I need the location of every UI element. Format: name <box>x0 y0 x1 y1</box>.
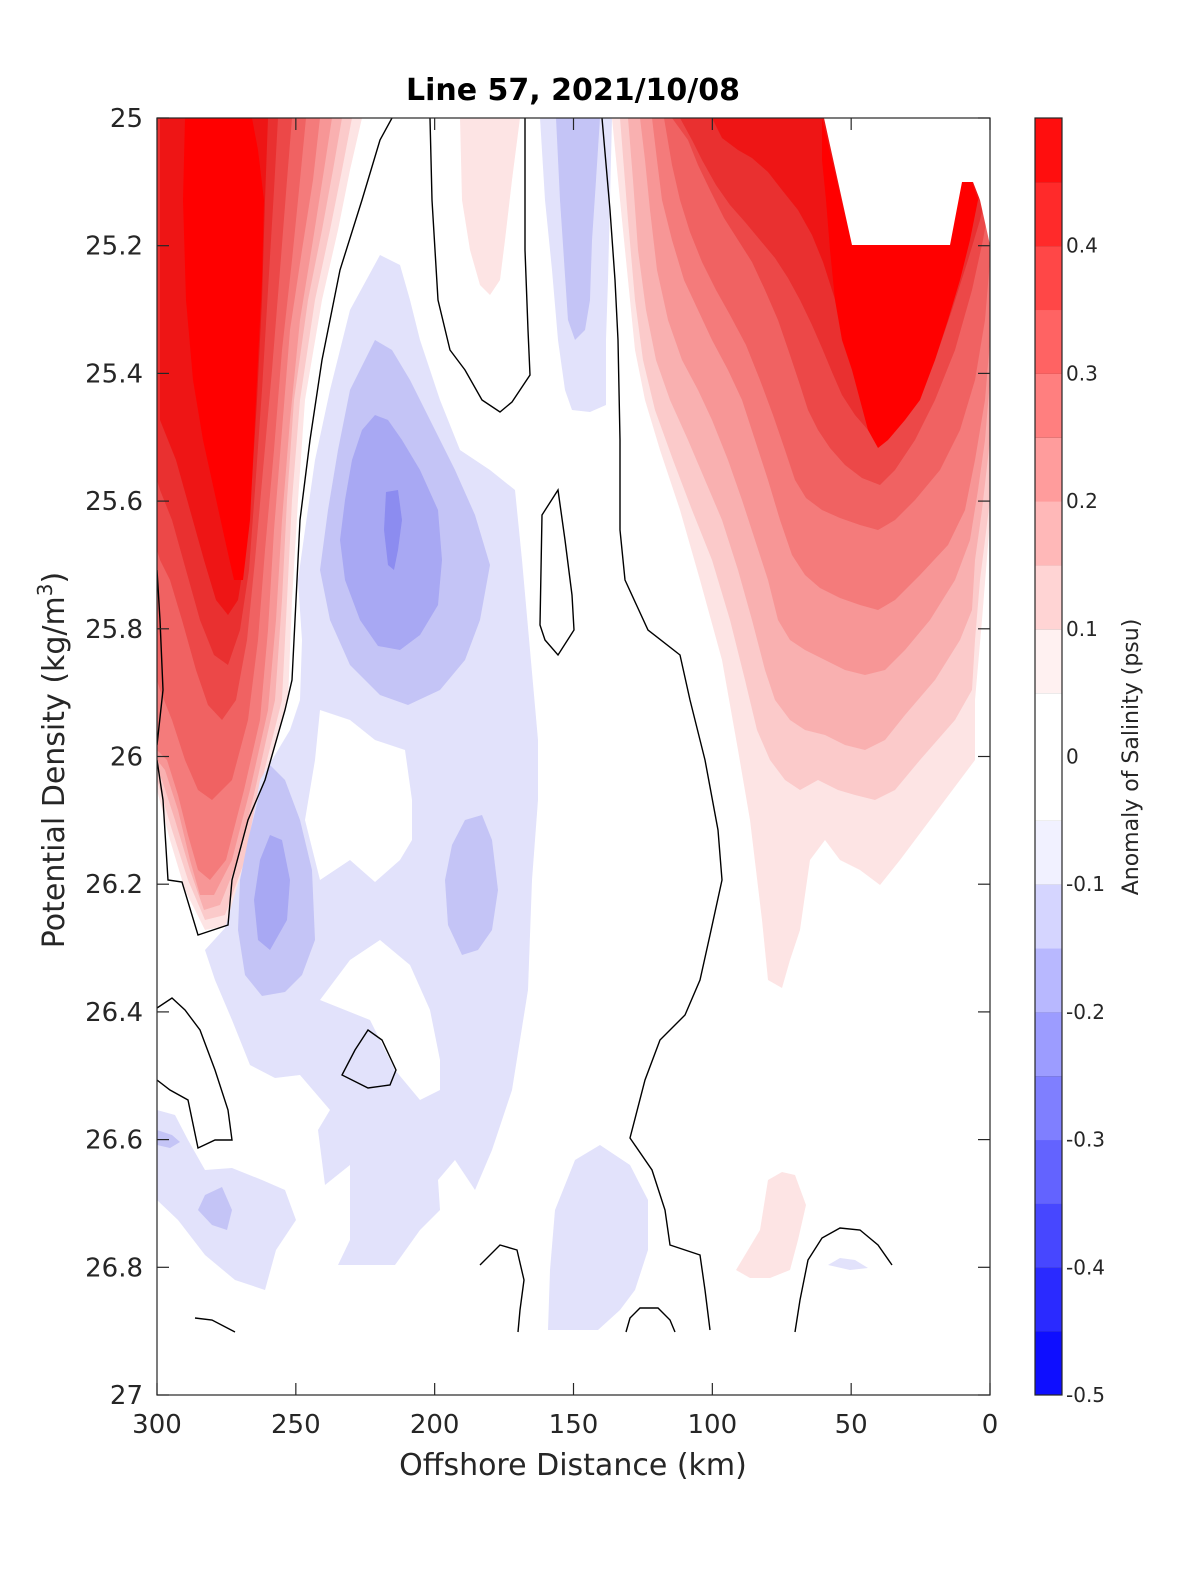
x-tick-label: 200 <box>410 1410 460 1440</box>
zero-contour-lines <box>157 118 893 1333</box>
colorbar-band <box>1035 1267 1062 1332</box>
y-axis: 25 25.2 25.4 25.6 25.8 26 26.2 26.4 26.6 26.8 27 <box>85 104 990 1411</box>
y-tick-label: 25.8 <box>85 615 143 645</box>
y-tick-label: 26.6 <box>85 1126 143 1156</box>
colorbar-band <box>1035 692 1062 757</box>
plot-area <box>157 118 990 1395</box>
colorbar-tick-label: 0.1 <box>1066 617 1098 641</box>
colorbar-band <box>1035 118 1062 183</box>
colorbar-tick-label: -0.5 <box>1066 1383 1105 1407</box>
colorbar-tick-label: -0.2 <box>1066 1000 1105 1024</box>
colorbar-band <box>1035 820 1062 885</box>
colorbar-band <box>1035 1075 1062 1141</box>
colorbar-band <box>1035 1331 1062 1396</box>
colorbar-ticks: 0.4 0.3 0.2 0.1 0 -0.1 -0.2 -0.3 -0.4 -0.5 <box>1066 234 1105 1407</box>
colorbar-tick-label: -0.4 <box>1066 1255 1105 1279</box>
colorbar-band <box>1035 628 1062 694</box>
cool-region-mid <box>205 255 538 1265</box>
x-tick-label: 250 <box>271 1410 321 1440</box>
colorbar-band <box>1035 245 1062 311</box>
colorbar-tick-label: 0.4 <box>1066 234 1098 258</box>
y-axis-label-superscript: 3 <box>33 583 57 596</box>
warm-region-nearshore <box>612 118 990 988</box>
colorbar-band <box>1035 1011 1062 1077</box>
x-tick-label: 0 <box>982 1410 999 1440</box>
y-axis-label-main: Potential Density (kg/m <box>37 596 72 948</box>
x-tick-label: 150 <box>549 1410 599 1440</box>
colorbar-band <box>1035 501 1062 566</box>
colorbar-tick-label: 0 <box>1066 745 1079 769</box>
colorbar-band <box>1035 1139 1062 1204</box>
cool-patch-upper <box>540 118 612 412</box>
warm-patch-upper <box>460 118 520 295</box>
colorbar-band <box>1035 564 1062 630</box>
colorbar-frame <box>1034 117 1063 1396</box>
x-tick-label: 50 <box>835 1410 868 1440</box>
colorbar-band <box>1035 1203 1062 1268</box>
y-tick-label: 25.2 <box>85 232 143 262</box>
colorbar-band <box>1035 948 1062 1013</box>
cool-patches-deep <box>157 1110 868 1330</box>
y-tick-label: 26 <box>110 743 143 773</box>
colorbar-band <box>1035 756 1062 821</box>
y-axis-label-close: ) <box>37 572 72 584</box>
colorbar <box>1035 117 1062 1396</box>
y-tick-label: 25 <box>110 104 143 134</box>
warm-tongue-offshore <box>157 118 362 930</box>
colorbar-band <box>1035 373 1062 438</box>
colorbar-band <box>1035 309 1062 374</box>
y-tick-label: 25.4 <box>85 359 143 389</box>
x-tick-label: 100 <box>688 1410 738 1440</box>
y-tick-label: 26.4 <box>85 998 143 1028</box>
y-tick-label: 26.2 <box>85 870 143 900</box>
y-tick-label: 25.6 <box>85 487 143 517</box>
colorbar-tick-label: -0.3 <box>1066 1128 1105 1152</box>
colorbar-tick-label: 0.3 <box>1066 361 1098 385</box>
y-tick-label: 26.8 <box>85 1253 143 1283</box>
colorbar-band <box>1035 437 1062 502</box>
x-axis-label: Offshore Distance (km) <box>399 1448 747 1483</box>
colorbar-label: Anomaly of Salinity (psu) <box>1119 619 1144 896</box>
colorbar-tick-label: 0.2 <box>1066 489 1098 513</box>
x-tick-label: 300 <box>132 1410 182 1440</box>
chart-title: Line 57, 2021/10/08 <box>406 73 740 108</box>
y-axis-label: Potential Density (kg/m3) <box>33 572 72 948</box>
y-tick-label: 27 <box>110 1381 143 1411</box>
colorbar-band <box>1035 181 1062 247</box>
warm-patch-deep <box>736 1172 806 1278</box>
colorbar-band <box>1035 884 1062 949</box>
colorbar-tick-label: -0.1 <box>1066 872 1105 896</box>
x-axis: 300 250 200 150 100 50 0 <box>132 118 998 1440</box>
